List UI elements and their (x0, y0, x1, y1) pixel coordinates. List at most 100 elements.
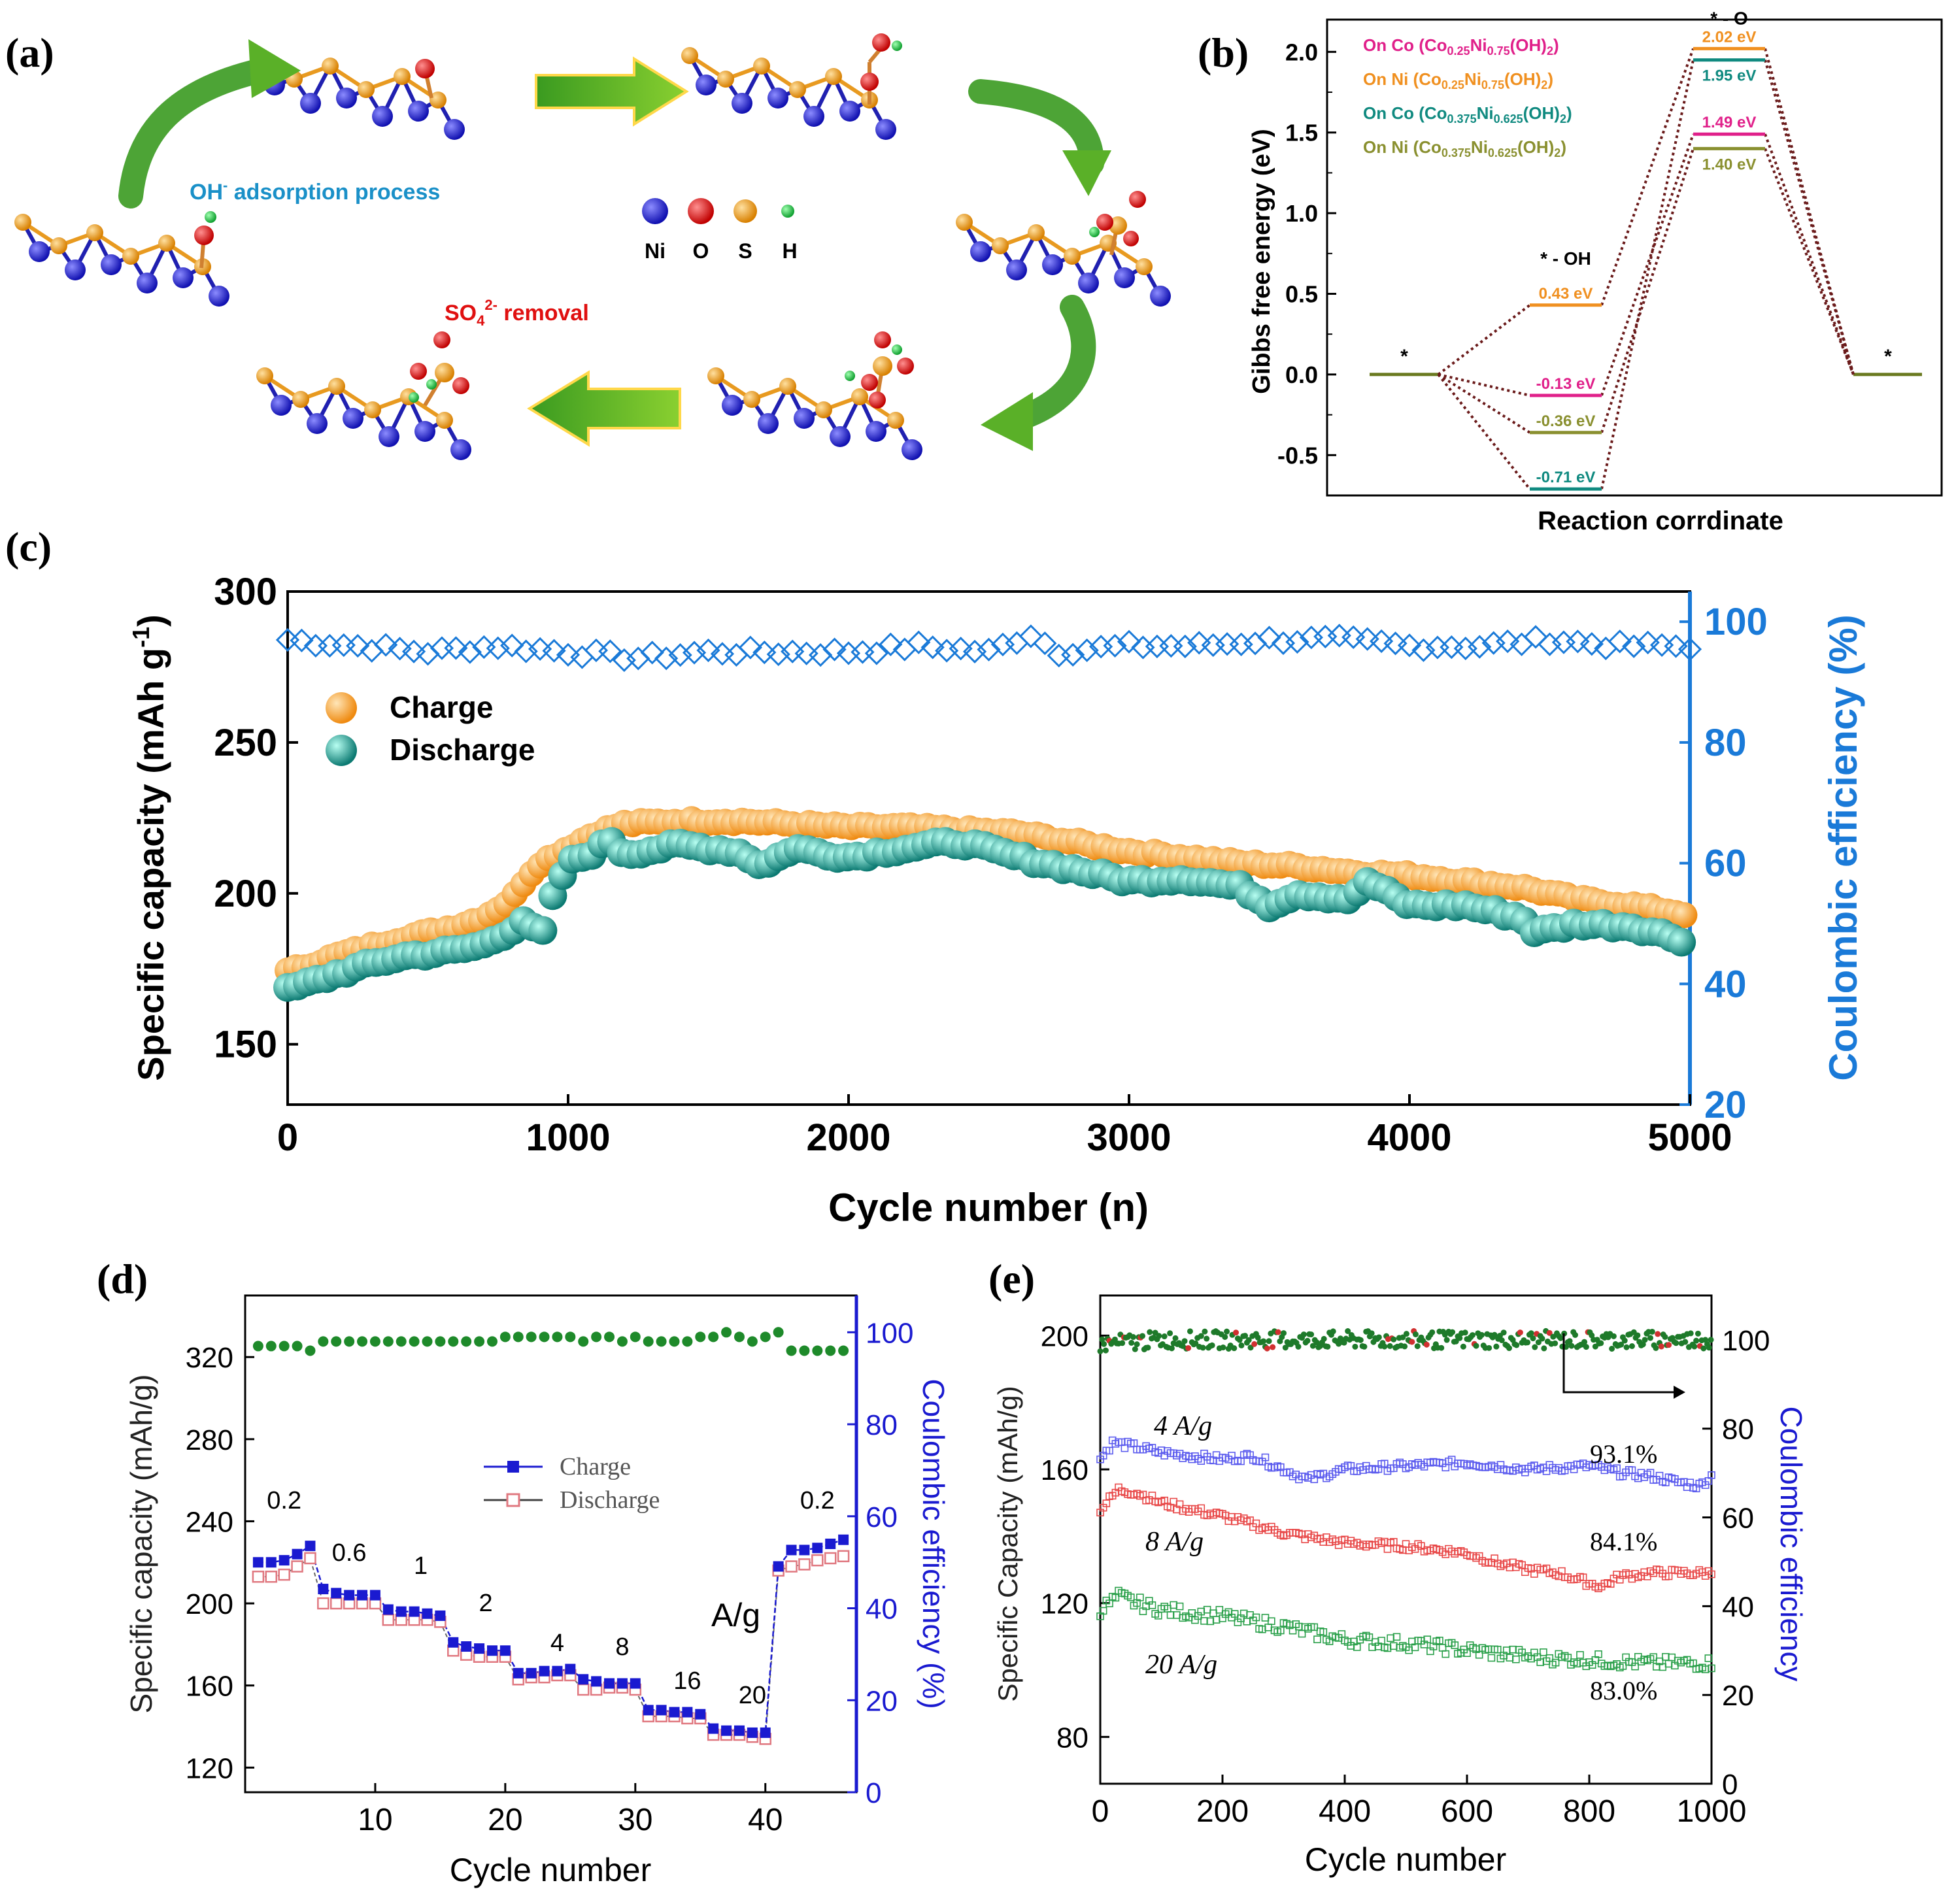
charge-marker-d (799, 1545, 810, 1556)
ce-marker-c (654, 646, 679, 671)
o-atom (872, 33, 890, 52)
tick-label-y2-d: 100 (866, 1317, 913, 1349)
capacity-20Ag-marker (1277, 1626, 1285, 1635)
charge-marker-d (747, 1727, 758, 1738)
ce-marker-e (1130, 1334, 1136, 1341)
tick-label-y2-e: 60 (1722, 1503, 1754, 1535)
rate-label-d: 1 (414, 1552, 428, 1580)
ce-marker-e (1634, 1332, 1641, 1339)
capacity-20Ag-marker (1631, 1662, 1639, 1671)
capacity-4Ag-marker (1708, 1471, 1715, 1479)
ce-marker-d (539, 1331, 550, 1343)
capacity-20Ag-marker (1704, 1654, 1713, 1662)
charge-marker-d (344, 1590, 355, 1601)
o-atom (433, 331, 450, 348)
ce-marker-c (1355, 627, 1379, 651)
ce-marker-e (1513, 1342, 1520, 1348)
tick-label-y-e: 80 (1056, 1722, 1088, 1754)
ce-marker-d (695, 1331, 706, 1343)
h-atom (892, 41, 902, 51)
s-atom (789, 81, 806, 98)
ce-marker-e (1423, 1341, 1430, 1348)
ce-marker-e (1224, 1328, 1230, 1335)
s-atom (322, 58, 339, 75)
ce-marker-e (1581, 1339, 1588, 1345)
ce-marker-d (526, 1331, 537, 1343)
arrow-straight-1 (535, 56, 689, 127)
ce-marker-c (514, 639, 538, 663)
ce-marker-e (1222, 1333, 1228, 1340)
ce-marker-d (630, 1331, 641, 1343)
discharge-marker-d (382, 1613, 395, 1626)
s-atom (1136, 258, 1153, 275)
rate-label-d: 0.2 (267, 1487, 301, 1514)
charge-marker-d (331, 1588, 342, 1599)
o-atom-icon (688, 198, 714, 224)
rate-label-d: 0.6 (332, 1539, 367, 1567)
connector-b (1764, 148, 1855, 375)
s-atom (717, 71, 734, 88)
h-label: H (782, 239, 797, 263)
s-atom (887, 412, 904, 429)
o-atom (874, 331, 891, 348)
ce-marker-c (1341, 625, 1366, 649)
s-atom (430, 92, 447, 109)
charge-marker-d (733, 1725, 745, 1736)
s-atom (158, 235, 175, 252)
ce-marker-d (435, 1336, 446, 1347)
capacity-20Ag-marker (1310, 1623, 1319, 1631)
discharge-marker-d (837, 1550, 850, 1563)
value-label-o: 1.40 eV (1702, 156, 1757, 173)
axis-title-y-b: Gibbs free energy (eV) (1248, 129, 1275, 393)
ni-atom (408, 101, 429, 122)
rate-unit-label: A/g (711, 1597, 760, 1633)
tick-label-y-d: 200 (186, 1588, 233, 1620)
ce-marker-c (1440, 635, 1464, 660)
ce-marker-e (1185, 1344, 1192, 1351)
o-label: O (693, 239, 709, 263)
s-atom (707, 367, 724, 384)
capacity-20Ag-marker (1268, 1617, 1275, 1626)
s-atom (779, 378, 796, 395)
rate-label-d: 8 (615, 1633, 629, 1661)
ce-marker-e (1139, 1333, 1146, 1339)
capacity-8Ag-marker (1102, 1499, 1111, 1507)
ce-marker-d (331, 1336, 342, 1347)
ce-marker-d (252, 1341, 263, 1352)
ce-marker-e (1493, 1343, 1500, 1350)
panel-b-gibbs-diagram: 2.0 1.5 1.0 0.5 0.0 -0.5 * * * - OH * - O -0.13 e… (1248, 8, 1943, 535)
axis-title-x-d: Cycle number (450, 1852, 651, 1888)
capacity-8Ag-marker (1708, 1570, 1715, 1578)
ce-marker-c (1075, 638, 1099, 662)
tick-label-y2-c: 80 (1704, 722, 1747, 764)
ce-marker-c (1622, 634, 1646, 658)
s-atom (436, 412, 453, 429)
ce-marker-c (584, 638, 609, 663)
ce-marker-c (1061, 643, 1085, 667)
tick-label-y2-d: 0 (866, 1777, 881, 1809)
capacity-20Ag-marker (1509, 1645, 1517, 1654)
ce-marker-e (1309, 1343, 1316, 1349)
ce-marker-c (598, 639, 622, 663)
ni-atom (444, 119, 465, 140)
tick-label-y-b: 1.0 (1285, 200, 1318, 227)
ce-marker-e (1260, 1338, 1267, 1344)
ce-marker-e (1653, 1344, 1659, 1351)
tick-label-y2-e: 0 (1722, 1769, 1738, 1801)
ce-marker-e (1236, 1337, 1243, 1343)
ce-marker-c (1664, 634, 1688, 658)
ce-marker-c (668, 643, 692, 667)
capacity-20Ag-marker (1662, 1653, 1670, 1661)
right-axis-indicator-arrowhead (1674, 1386, 1685, 1399)
panel-label-c: (c) (5, 524, 52, 570)
ce-marker-c (935, 639, 959, 663)
capacity-20Ag-marker (1493, 1645, 1502, 1654)
ce-marker-c (949, 637, 973, 661)
ni-atom (767, 88, 788, 109)
panel-c-cycling-chart: 0 1000 2000 3000 4000 5000 150 200 250 300 20 40 60 8… (127, 571, 1865, 1229)
state-label-o: * - O (1710, 8, 1748, 28)
ce-marker-e (1357, 1337, 1364, 1343)
arrow-curve-2 (968, 79, 1104, 176)
ce-marker-e (1412, 1331, 1419, 1337)
